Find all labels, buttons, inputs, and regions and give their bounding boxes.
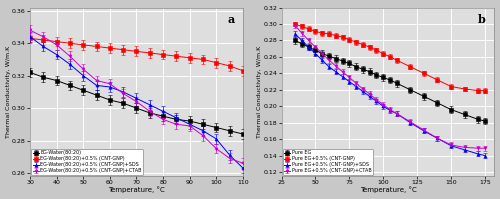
Legend: EG-Water(80:20), EG-Water(80:20)+0.5% (CNT-GNP), EG-Water(80:20)+0.5% (CNT-GNP)+: EG-Water(80:20), EG-Water(80:20)+0.5% (C…: [32, 149, 143, 175]
Text: a: a: [227, 14, 234, 25]
Text: b: b: [478, 14, 486, 25]
X-axis label: Temperature, °C: Temperature, °C: [108, 187, 165, 193]
Y-axis label: Thermal Conductivity, W/m.K: Thermal Conductivity, W/m.K: [257, 46, 262, 138]
Y-axis label: Thermal Conductivity, W/m.K: Thermal Conductivity, W/m.K: [6, 46, 10, 138]
Legend: Pure EG, Pure EG+0.5% (CNT-GNP), Pure EG+0.5% (CNT-GNP)+SDS, Pure EG+0.5% (CNT-G: Pure EG, Pure EG+0.5% (CNT-GNP), Pure EG…: [283, 149, 373, 175]
X-axis label: Temperature, °C: Temperature, °C: [360, 187, 416, 193]
